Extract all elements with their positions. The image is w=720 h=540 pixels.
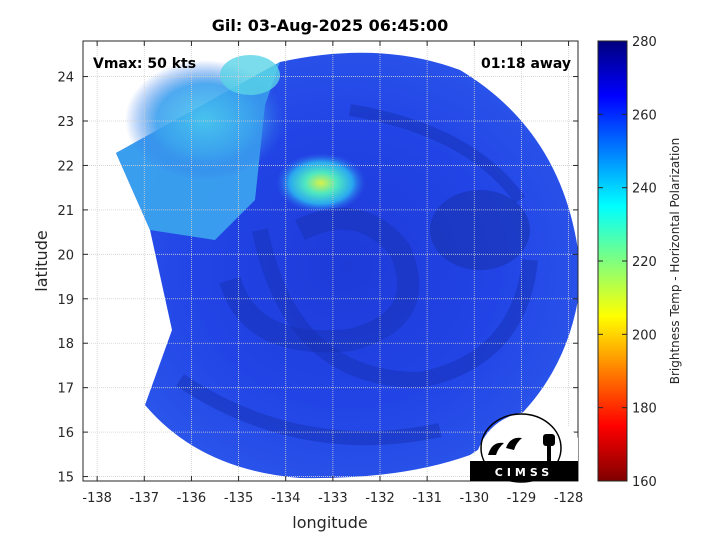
y-tick-label: 22 — [57, 159, 74, 174]
x-tick-label: -134 — [271, 491, 301, 506]
dark-cloud-cluster — [430, 190, 530, 270]
y-tick-label: 20 — [57, 248, 74, 263]
cloud-free-patch — [220, 55, 280, 95]
x-tick-label: -138 — [82, 491, 112, 506]
logo-banner — [470, 461, 578, 481]
y-tick-label: 18 — [57, 337, 74, 352]
logo-text: CIMSS — [495, 466, 553, 479]
x-tick-label: -128 — [554, 491, 584, 506]
logo-dish-icon — [506, 437, 522, 450]
x-tick-label: -135 — [224, 491, 254, 506]
y-tick-label: 16 — [57, 426, 74, 441]
logo-dish-icon — [488, 442, 504, 455]
x-tick-label: -137 — [130, 491, 160, 506]
time-away-label: 01:18 away — [481, 56, 571, 72]
plot-frame — [82, 40, 579, 482]
x-tick-label: -133 — [318, 491, 348, 506]
colorbar-tick-label: 260 — [632, 108, 657, 123]
chart-title: Gil: 03-Aug-2025 06:45:00 — [212, 16, 449, 35]
logo-tower-icon — [543, 434, 555, 446]
colorbar-tick-label: 220 — [632, 255, 657, 270]
y-tick-label: 21 — [57, 204, 74, 219]
x-tick-label: -131 — [412, 491, 442, 506]
x-tick-label: -130 — [460, 491, 490, 506]
colorbar-tick-label: 280 — [632, 35, 657, 50]
y-axis-label: latitude — [32, 230, 51, 291]
cimss-logo: CIMSS — [470, 411, 578, 483]
x-axis: -138 -137 -136 -135 -134 -133 -132 -131 -130 -129… — [82, 41, 583, 506]
x-tick-label: -132 — [365, 491, 395, 506]
y-axis: 15 16 17 18 19 20 21 22 23 24 — [57, 71, 578, 486]
x-tick-label: -129 — [507, 491, 537, 506]
microwave-swath-image — [116, 52, 578, 479]
vmax-label: Vmax: 50 kts — [93, 56, 196, 72]
colorbar-tick-label: 180 — [632, 402, 657, 417]
y-tick-label: 19 — [57, 293, 74, 308]
colorbar-ticks: 160 180 200 220 240 260 280 — [598, 35, 657, 490]
colorbar-tick-label: 200 — [632, 328, 657, 343]
colorbar-label: Brightness Temp - Horizontal Polarizatio… — [668, 138, 682, 385]
warm-spot — [276, 153, 366, 213]
x-tick-label: -136 — [177, 491, 207, 506]
colorbar-tick-label: 160 — [632, 475, 657, 490]
y-tick-label: 17 — [57, 382, 74, 397]
y-tick-label: 23 — [57, 115, 74, 130]
grid-lines — [83, 41, 578, 481]
logo-ring — [480, 413, 562, 483]
colorbar-tick-label: 240 — [632, 182, 657, 197]
x-axis-label: longitude — [292, 513, 367, 532]
y-tick-label: 15 — [57, 471, 74, 486]
y-tick-label: 24 — [57, 71, 74, 86]
